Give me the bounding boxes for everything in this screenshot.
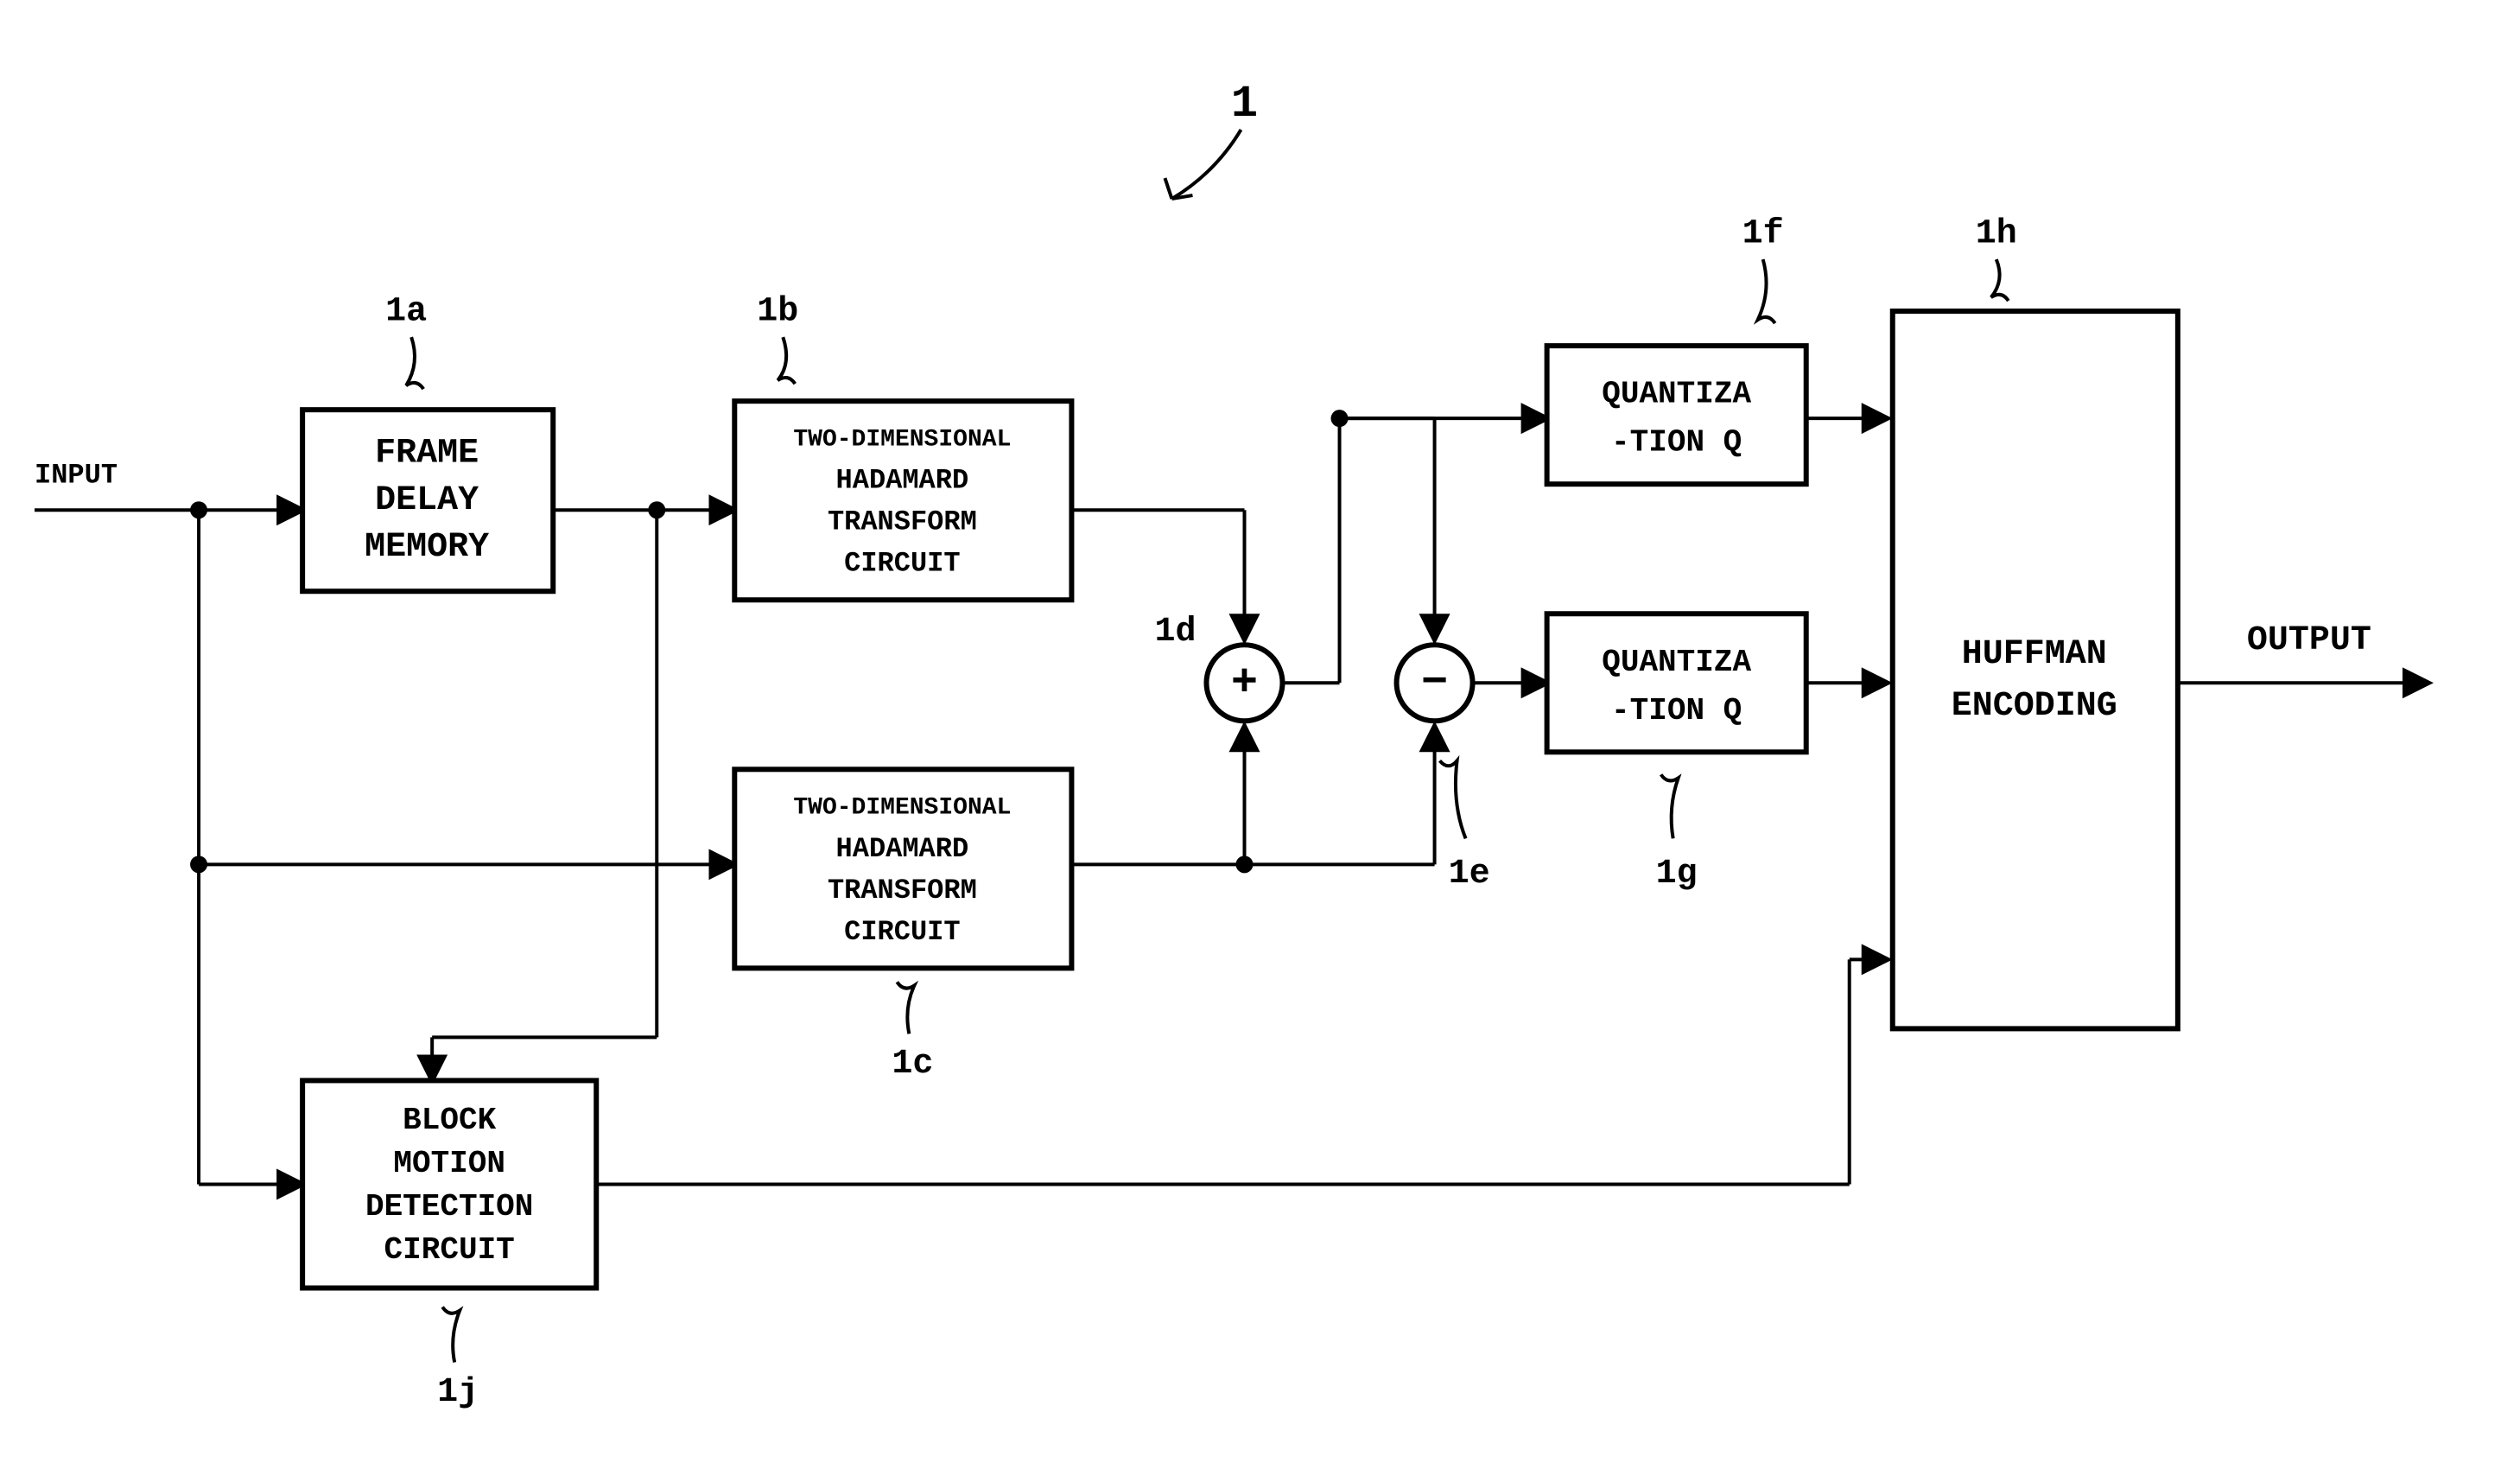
qt-l1: QUANTIZA — [1602, 377, 1751, 412]
squiggle-1b — [778, 337, 795, 384]
input-label: INPUT — [35, 460, 117, 492]
hadtop-l1: TWO-DIMENSIONAL — [793, 427, 1011, 454]
ref-1: 1 — [1231, 79, 1258, 130]
sumnode-minus: − — [1397, 645, 1473, 721]
output-label: OUTPUT — [2247, 621, 2371, 660]
ref-1g: 1g — [1656, 855, 1698, 894]
hadbot-l4: CIRCUIT — [844, 916, 960, 948]
squiggle-1f — [1758, 259, 1775, 323]
hadbot-l3: TRANSFORM — [828, 875, 977, 906]
plus-symbol: + — [1231, 658, 1258, 709]
hadtop-l2: HADAMARD — [836, 465, 969, 497]
squiggle-1j — [442, 1307, 460, 1363]
hadtop-l4: CIRCUIT — [844, 548, 960, 580]
block-quant-bot: QUANTIZA -TION Q — [1547, 614, 1806, 752]
huff-l1: HUFFMAN — [1962, 635, 2107, 674]
bm-l2: MOTION — [393, 1146, 505, 1181]
block-hadamard-bot: TWO-DIMENSIONAL HADAMARD TRANSFORM CIRCU… — [734, 769, 1071, 968]
bm-l4: CIRCUIT — [384, 1232, 515, 1268]
block-hadamard-top: TWO-DIMENSIONAL HADAMARD TRANSFORM CIRCU… — [734, 401, 1071, 600]
sumnode-plus: + — [1206, 645, 1282, 721]
bm-l3: DETECTION — [365, 1189, 533, 1224]
frame-line2: DELAY — [375, 481, 479, 520]
squiggle-1g — [1661, 774, 1679, 838]
ref-1f: 1f — [1742, 215, 1784, 254]
squiggle-1e — [1440, 760, 1466, 838]
squiggle-1c — [897, 982, 914, 1034]
ref-1j: 1j — [437, 1373, 479, 1412]
squiggle-main — [1171, 130, 1241, 199]
hadbot-l1: TWO-DIMENSIONAL — [793, 795, 1011, 822]
hadbot-l2: HADAMARD — [836, 833, 969, 865]
huff-l2: ENCODING — [1952, 687, 2117, 726]
ref-1h: 1h — [1976, 215, 2017, 254]
ref-1d: 1d — [1154, 613, 1196, 652]
ref-1c: 1c — [892, 1045, 933, 1084]
ref-1b: 1b — [757, 293, 798, 332]
squiggle-1h — [1991, 259, 2009, 301]
block-frame-delay: FRAME DELAY MEMORY — [302, 410, 553, 591]
block-quant-top: QUANTIZA -TION Q — [1547, 346, 1806, 484]
block-huffman: HUFFMAN ENCODING — [1893, 311, 2178, 1028]
qt-l2: -TION Q — [1611, 425, 1742, 461]
block-motion: BLOCK MOTION DETECTION CIRCUIT — [302, 1080, 596, 1288]
qb-l1: QUANTIZA — [1602, 645, 1751, 680]
ref-1e: 1e — [1449, 855, 1490, 894]
qb-l2: -TION Q — [1611, 693, 1742, 728]
frame-line1: FRAME — [375, 435, 479, 474]
minus-symbol: − — [1421, 658, 1448, 709]
ref-1a: 1a — [385, 293, 427, 332]
bm-l1: BLOCK — [403, 1103, 496, 1138]
frame-line3: MEMORY — [365, 528, 489, 567]
hadtop-l3: TRANSFORM — [828, 506, 977, 538]
squiggle-1a — [406, 337, 423, 389]
